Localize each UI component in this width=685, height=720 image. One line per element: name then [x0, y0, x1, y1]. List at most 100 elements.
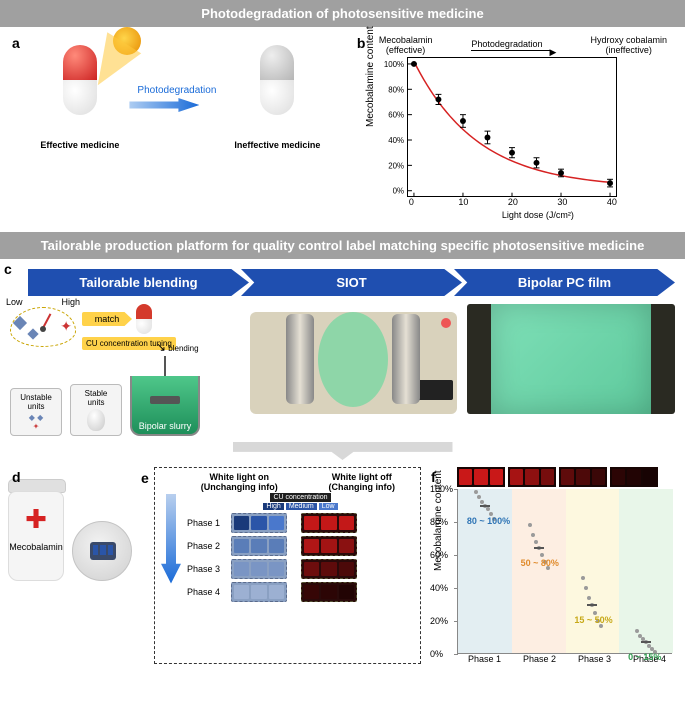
mean-marker [641, 641, 651, 643]
strip-cell [251, 585, 266, 599]
svg-text:80%: 80% [388, 85, 404, 94]
capsule-bottom [63, 80, 97, 115]
cu-label: CU concentration [270, 493, 330, 502]
chip-bar [108, 545, 113, 555]
strip-reflective [231, 536, 287, 556]
svg-text:0%: 0% [392, 187, 403, 196]
diamond-icon [13, 316, 27, 330]
workflow-step-2: SIOT [241, 269, 462, 296]
strip-cell [339, 516, 354, 530]
chart-svg: 0%20%40%60%80%100% [408, 58, 616, 197]
data-point [528, 523, 532, 527]
strip-cell [627, 469, 640, 485]
f-ytick: 40% [430, 583, 448, 593]
strip-reflective [231, 559, 287, 579]
band-label: 50 ~ 80% [521, 558, 559, 568]
panel-d: d ✚ Mecobalamin [8, 467, 148, 664]
label-chip [90, 542, 116, 560]
down-arrow-icon [233, 442, 453, 460]
f-ytick: 80% [430, 517, 448, 527]
f-ytick: 60% [430, 550, 448, 560]
match-box: match [82, 312, 132, 326]
strip-cell [234, 562, 249, 576]
strip-cell [304, 562, 319, 576]
phase-row: Phase 3 [187, 559, 414, 579]
arrow-right-icon [129, 98, 199, 112]
workflow-step-1: Tailorable blending [28, 269, 249, 296]
phase-band [458, 489, 512, 653]
capsule-top-grey [260, 45, 294, 80]
strip-cell [251, 539, 266, 553]
strip-cell [576, 469, 589, 485]
content-phase-chart: 0%20%40%60%80%100%80 ~ 100%50 ~ 80%15 ~ … [457, 489, 672, 654]
b-top-left: Mecobalamin (effective) [379, 35, 433, 55]
unstable-units: Unstable units ◆ ◆ ✦ [10, 388, 62, 436]
panel-c-label: c [4, 261, 12, 277]
phase-label: Phase 3 [187, 564, 231, 574]
panel-f: f Mecobalamine content 0%20%40%60%80%100… [427, 467, 677, 664]
strip-cell [304, 539, 319, 553]
strip-cell [321, 585, 336, 599]
mean-marker [534, 547, 544, 549]
b-ylabel: Mecobalamine content [365, 26, 376, 127]
photodegradation-label: Photodegradation [129, 83, 224, 98]
phase-label: Phase 2 [187, 541, 231, 551]
section-header-1: Photodegradation of photosensitive medic… [0, 0, 685, 27]
data-point [635, 629, 639, 633]
strip-cell [339, 562, 354, 576]
section-header-2: Tailorable production platform for quali… [0, 232, 685, 259]
f-ytick: 0% [430, 649, 443, 659]
cap-top-view [72, 521, 132, 581]
strip-cell [339, 585, 354, 599]
svg-text:40%: 40% [388, 136, 404, 145]
gauge-icon: ✦ [10, 307, 76, 347]
caption-effective: Effective medicine [40, 140, 119, 150]
chip-bar [100, 545, 105, 555]
strip-cell [490, 469, 503, 485]
panel-e-label: e [141, 470, 149, 486]
bottle-label: Mecobalamin [9, 542, 63, 552]
f-xtick: Phase 2 [512, 654, 567, 664]
phase-row: Phase 4 [187, 582, 414, 602]
phase-label: Phase 4 [187, 587, 231, 597]
mean-marker [480, 505, 490, 507]
b-top-mid: Photodegradation ▶ [471, 39, 551, 51]
panel-b: b Mecobalamin (effective) Photodegradati… [353, 33, 677, 222]
e-title-off: White light off (Changing info) [310, 472, 415, 492]
phase-band [566, 489, 620, 653]
panel-a-label: a [12, 35, 20, 51]
strip-cell [510, 469, 523, 485]
strip-cell [269, 585, 284, 599]
diamond-icon [27, 328, 38, 339]
b-top-right: Hydroxy cobalamin (ineffective) [590, 35, 667, 55]
star-icon: ✦ [60, 318, 72, 335]
capsule-bottom [260, 80, 294, 115]
gauge-low: Low [6, 297, 23, 307]
data-point [540, 553, 544, 557]
e-title-on: White light on (Unchanging info) [187, 472, 292, 492]
medicine-bottle: ✚ Mecobalamin [8, 491, 64, 581]
strip-cell [304, 585, 319, 599]
strip-cell [459, 469, 472, 485]
f-ytick: 100% [430, 484, 453, 494]
emission-strip [508, 467, 556, 487]
band-label: 0 ~ 15% [628, 652, 661, 662]
machine-screen [415, 380, 453, 400]
data-point [486, 507, 490, 511]
caption-ineffective: Ineffective medicine [234, 140, 320, 150]
strip-reflective [231, 582, 287, 602]
b-xlabel: Light dose (J/cm²) [407, 210, 669, 220]
degradation-chart: 0%20%40%60%80%100% [407, 57, 617, 197]
capsule-ineffective [260, 45, 294, 115]
panel-a: a Effective medicine Photodegr [8, 33, 353, 222]
strip-cell [304, 516, 319, 530]
strip-reflective [231, 513, 287, 533]
phase-band [619, 489, 673, 653]
cu-level: High [263, 503, 283, 510]
mean-marker [587, 604, 597, 606]
phase-row: Phase 1 [187, 513, 414, 533]
strip-cell [234, 516, 249, 530]
phase-band [512, 489, 566, 653]
strip-cell [269, 562, 284, 576]
strip-cell [251, 516, 266, 530]
